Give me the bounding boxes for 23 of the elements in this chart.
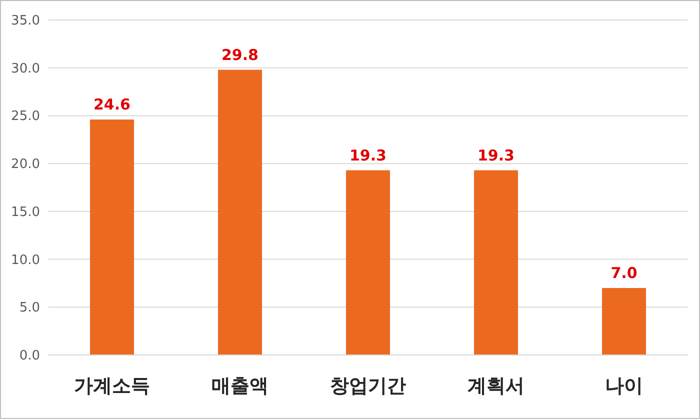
y-tick-label: 20.0 (11, 157, 40, 172)
y-tick-label: 5.0 (19, 300, 40, 316)
data-label: 19.3 (349, 146, 387, 164)
y-tick-label: 35.0 (11, 14, 40, 28)
x-tick-label: 나이 (605, 375, 643, 397)
bar (90, 120, 134, 355)
bar (474, 170, 518, 355)
y-tick-label: 15.0 (11, 204, 40, 220)
y-tick-label: 30.0 (11, 61, 40, 76)
data-label: 7.0 (610, 264, 638, 282)
x-tick-label: 창업기간 (330, 375, 406, 397)
data-label: 29.8 (221, 46, 259, 64)
data-label: 24.6 (93, 96, 131, 114)
data-label: 19.3 (477, 146, 515, 164)
y-tick-label: 0.0 (19, 348, 40, 364)
x-tick-label: 가계소득 (74, 375, 150, 397)
bar (218, 70, 262, 355)
bar (346, 170, 390, 355)
x-tick-label: 매출액 (212, 375, 268, 397)
x-tick-label: 계획서 (468, 375, 524, 397)
bar (602, 288, 646, 355)
y-tick-label: 25.0 (11, 109, 40, 124)
y-tick-label: 10.0 (11, 252, 40, 268)
